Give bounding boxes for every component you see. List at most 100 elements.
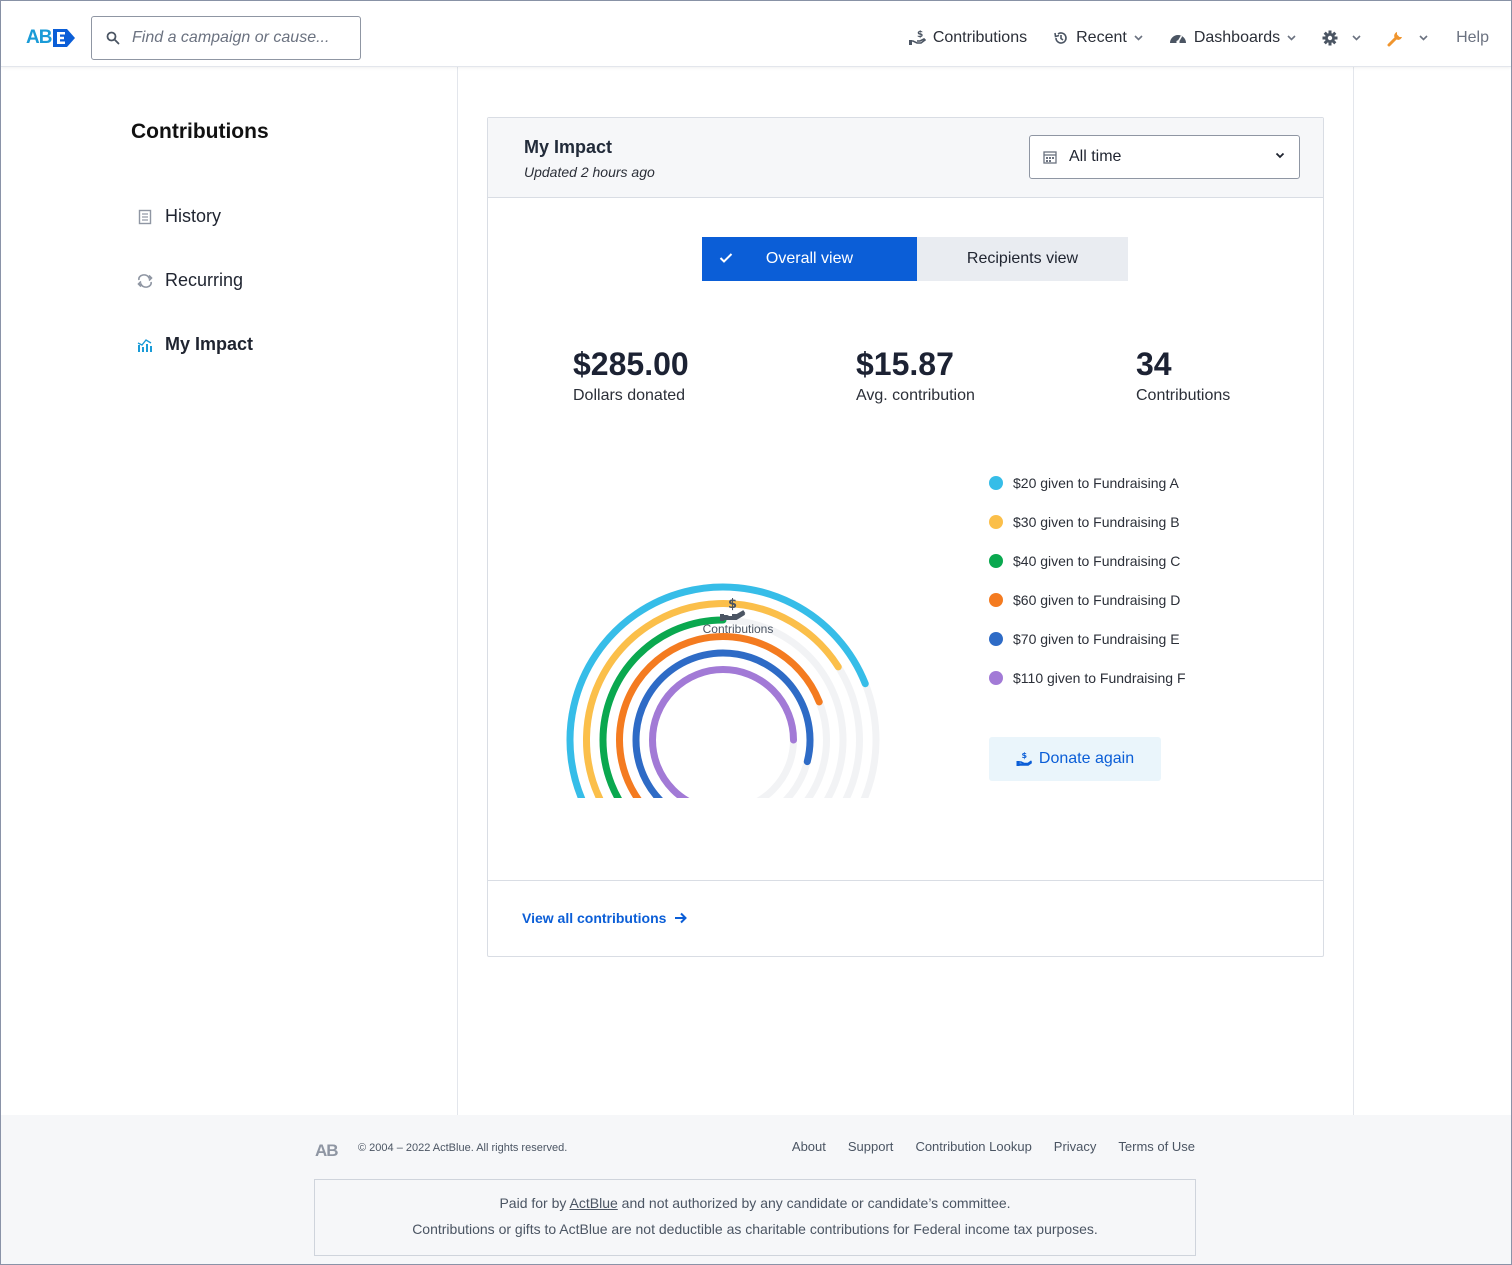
recipients-view-button[interactable]: Recipients view <box>917 237 1128 281</box>
legend-dot <box>989 592 1003 607</box>
stat-label: Avg. contribution <box>856 387 975 404</box>
overall-view-label: Overall view <box>765 250 854 267</box>
legend-item: $70 given to Fundraising E <box>989 619 1186 658</box>
legend-item: $20 given to Fundraising A <box>989 463 1186 502</box>
nav-contributions-label: Contributions <box>932 29 1028 46</box>
chevron-down-icon <box>1352 35 1361 41</box>
legend-label: $40 given to Fundraising C <box>1013 552 1181 569</box>
search-input[interactable] <box>132 29 342 47</box>
search-icon <box>106 31 120 45</box>
view-all-contributions-link[interactable]: View all contributions <box>522 910 688 926</box>
legend-item: $30 given to Fundraising B <box>989 502 1186 541</box>
actblue-logo[interactable]: AB <box>26 27 76 48</box>
stat-value: $285.00 <box>573 346 689 382</box>
recipients-view-label: Recipients view <box>966 250 1079 267</box>
card-divider <box>488 880 1323 881</box>
sidebar: Contributions History Recurring My Impac… <box>1 67 458 1115</box>
view-all-label: View all contributions <box>522 910 667 926</box>
view-toggle: Overall view Recipients view <box>702 237 1128 281</box>
legend-label: $70 given to Fundraising E <box>1013 630 1180 647</box>
check-icon <box>719 253 733 263</box>
legend-label: $20 given to Fundraising A <box>1013 474 1179 491</box>
chart-center-label: Contributions <box>703 622 774 636</box>
arrow-right-icon <box>675 912 688 924</box>
period-select[interactable]: All time <box>1029 135 1300 179</box>
sidebar-item-my-impact[interactable]: My Impact <box>137 334 253 355</box>
nav-menu: $ Contributions Recent Dashboards <box>882 23 1489 53</box>
my-impact-card: My Impact Updated 2 hours ago All time O… <box>487 117 1324 957</box>
footer-link-privacy[interactable]: Privacy <box>1053 1139 1097 1154</box>
svg-text:$: $ <box>728 597 737 612</box>
list-icon <box>138 209 152 224</box>
hand-dollar-icon: $ <box>1016 751 1032 766</box>
sidebar-item-label: Recurring <box>165 270 244 290</box>
search-box[interactable] <box>91 16 361 60</box>
donate-again-label: Donate again <box>1038 750 1135 767</box>
legend-dot <box>989 670 1003 685</box>
top-navigation: AB $ Contributions Recent <box>1 1 1511 67</box>
logo-e-mark-icon <box>53 29 76 47</box>
footer-links: About Support Contribution Lookup Privac… <box>770 1139 1195 1154</box>
tax-note: Contributions or gifts to ActBlue are no… <box>412 1221 1098 1237</box>
legend-label: $60 given to Fundraising D <box>1013 591 1181 608</box>
logo-text: AB <box>26 27 52 48</box>
footer-link-contribution-lookup[interactable]: Contribution Lookup <box>915 1139 1032 1154</box>
footer-logo: AB <box>315 1141 339 1160</box>
impact-radial-chart: $ Contributions <box>560 448 910 897</box>
donate-again-button[interactable]: $ Donate again <box>989 737 1161 781</box>
radial-chart-svg: $ Contributions <box>566 583 880 897</box>
actblue-link[interactable]: ActBlue <box>569 1195 618 1211</box>
gauge-icon <box>1169 35 1186 44</box>
hand-dollar-icon: $ <box>720 597 746 621</box>
legend-label: $30 given to Fundraising B <box>1013 513 1180 530</box>
chart-legend: $20 given to Fundraising A $30 given to … <box>989 463 1186 697</box>
nav-dashboards-label: Dashboards <box>1193 29 1281 46</box>
legend-label: $110 given to Fundraising F <box>1013 669 1186 686</box>
sidebar-item-recurring[interactable]: Recurring <box>137 270 243 291</box>
repeat-icon <box>137 273 153 288</box>
calendar-icon <box>1043 151 1057 164</box>
overall-view-button[interactable]: Overall view <box>702 237 917 281</box>
stat-value: 34 <box>1136 346 1172 382</box>
nav-recent[interactable]: Recent <box>1053 29 1143 47</box>
footer-link-about[interactable]: About <box>791 1139 826 1154</box>
hand-dollar-icon: $ <box>908 30 926 45</box>
card-header: My Impact Updated 2 hours ago All time <box>488 118 1323 198</box>
chevron-down-icon <box>1134 35 1143 41</box>
disclaimer-prefix: Paid for by <box>499 1195 567 1211</box>
stat-label: Dollars donated <box>573 387 686 404</box>
sidebar-title: Contributions <box>131 120 269 143</box>
history-icon <box>1054 32 1067 44</box>
nav-settings[interactable] <box>1322 30 1361 46</box>
updated-timestamp: Updated 2 hours ago <box>524 164 655 180</box>
stat-contribution-count: 34 Contributions <box>1136 347 1230 405</box>
stat-avg-contribution: $15.87 Avg. contribution <box>856 347 975 405</box>
chevron-down-icon <box>1419 35 1428 41</box>
chart-track-ring <box>616 633 830 847</box>
legend-dot <box>989 475 1003 490</box>
legend-dot <box>989 631 1003 646</box>
nav-recent-label: Recent <box>1076 29 1127 46</box>
footer-disclaimer: Paid for by ActBlue and not authorized b… <box>314 1179 1196 1256</box>
legend-item: $40 given to Fundraising C <box>989 541 1186 580</box>
period-value: All time <box>1069 148 1122 165</box>
footer-link-support[interactable]: Support <box>847 1139 894 1154</box>
nav-help[interactable]: Help <box>1456 29 1489 46</box>
sidebar-item-history[interactable]: History <box>137 206 221 227</box>
svg-text:$: $ <box>1021 751 1027 760</box>
legend-dot <box>989 553 1003 568</box>
sidebar-item-label: History <box>165 206 222 226</box>
chevron-down-icon <box>1287 35 1296 41</box>
wrench-icon <box>1387 32 1403 47</box>
nav-dashboards[interactable]: Dashboards <box>1169 29 1296 47</box>
disclaimer-suffix: and not authorized by any candidate or c… <box>621 1195 1011 1211</box>
paid-for-line: Paid for by ActBlue and not authorized b… <box>315 1195 1195 1211</box>
nav-contributions[interactable]: $ Contributions <box>908 29 1027 47</box>
legend-item: $60 given to Fundraising D <box>989 580 1186 619</box>
sidebar-item-label: My Impact <box>165 334 254 354</box>
footer-link-terms[interactable]: Terms of Use <box>1118 1139 1195 1154</box>
svg-text:$: $ <box>917 30 923 40</box>
stat-label: Contributions <box>1136 387 1231 404</box>
nav-tools[interactable] <box>1387 29 1428 47</box>
gear-icon <box>1322 30 1338 46</box>
